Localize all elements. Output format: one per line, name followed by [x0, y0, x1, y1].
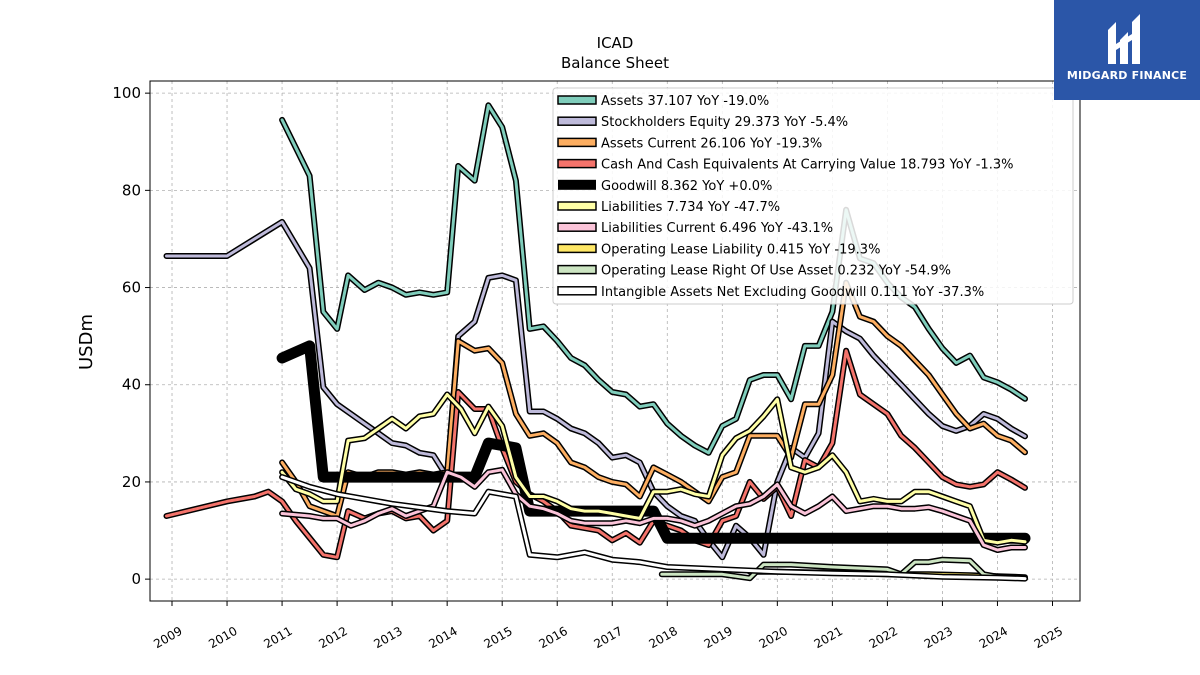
legend-swatch [557, 222, 597, 232]
series-liabilities-current [279, 466, 1028, 553]
x-tick-label: 2014 [426, 624, 459, 651]
legend-entry: Operating Lease Right Of Use Asset 0.232… [601, 264, 951, 279]
chart-subtitle: Balance Sheet [561, 54, 669, 72]
x-tick-label: 2020 [757, 624, 790, 651]
brand-logo: MIDGARD FINANCE [1054, 0, 1200, 100]
x-tick-label: 2010 [206, 624, 239, 651]
legend-swatch [557, 286, 597, 296]
plot-frame [149, 80, 1081, 602]
y-axis-label: USDm [76, 314, 97, 370]
legend-swatch [557, 201, 597, 211]
y-tick-label: 60 [122, 279, 141, 297]
legend-swatch [557, 158, 597, 169]
x-tick-label: 2011 [261, 624, 294, 651]
x-tick-label: 2025 [1032, 624, 1065, 651]
x-tick-label: 2021 [812, 624, 845, 651]
legend-swatch [557, 137, 597, 148]
x-tick-label: 2012 [316, 624, 349, 651]
x-tick-label: 2019 [702, 624, 735, 651]
legend-entry: Operating Lease Liability 0.415 YoY -19.… [601, 242, 880, 257]
series-line [278, 341, 1029, 543]
legend-swatch [557, 264, 597, 275]
legend: Assets 37.107 YoY -19.0% Stockholders Equ… [552, 87, 1074, 305]
legend-entry: Stockholders Equity 29.373 YoY -5.4% [601, 115, 848, 130]
legend-swatch [557, 95, 597, 105]
x-tick-label: 2015 [481, 624, 514, 651]
series-liabilities [279, 391, 1028, 546]
brand-mark-icon [1108, 14, 1140, 64]
series-line [165, 349, 1027, 559]
y-tick-label: 40 [122, 376, 141, 394]
legend-entry: Assets 37.107 YoY -19.0% [601, 94, 769, 109]
x-tick-label: 2018 [647, 624, 680, 651]
legend-entry: Liabilities Current 6.496 YoY -43.1% [601, 221, 833, 236]
x-tick-label: 2024 [977, 624, 1010, 651]
legend-swatch [557, 116, 597, 126]
y-tick-label: 100 [112, 84, 141, 102]
x-tick-label: 2013 [371, 624, 404, 651]
series-intangible-assets-net-excluding-goodwill [279, 474, 1028, 582]
legend-entry: Goodwill 8.362 YoY +0.0% [601, 179, 772, 194]
legend-box [552, 87, 1074, 305]
brand-name: MIDGARD FINANCE [1066, 69, 1188, 82]
y-tick-label: 0 [131, 570, 141, 588]
legend-entry: Assets Current 26.106 YoY -19.3% [601, 136, 822, 151]
y-tick-label: 20 [122, 473, 141, 491]
legend-entry: Liabilities 7.734 YoY -47.7% [601, 200, 780, 215]
series-line [280, 393, 1027, 545]
y-axis-ticks: 0 20 40 60 80 100 [112, 84, 150, 588]
series-cash-and-cash-equivalents-at-carrying-value [163, 347, 1028, 561]
legend-entry: Cash And Cash Equivalents At Carrying Va… [601, 158, 1013, 173]
series-line [280, 468, 1027, 552]
series-goodwill [276, 340, 1031, 544]
legend-entry: Intangible Assets Net Excluding Goodwill… [601, 285, 984, 300]
chart-title: ICAD [597, 34, 634, 52]
x-tick-label: 2023 [922, 624, 955, 651]
legend-swatch [558, 179, 596, 190]
x-tick-label: 2017 [592, 624, 625, 651]
series-line [280, 475, 1027, 581]
x-tick-label: 2016 [536, 624, 569, 651]
x-tick-label: 2022 [867, 624, 900, 651]
y-tick-label: 80 [122, 181, 141, 199]
x-tick-label: 2009 [151, 624, 184, 651]
x-axis-ticks: 2009 2010 2011 2012 2013 2014 2015 2016 2017 2018… [151, 601, 1065, 651]
legend-swatch [557, 243, 597, 254]
